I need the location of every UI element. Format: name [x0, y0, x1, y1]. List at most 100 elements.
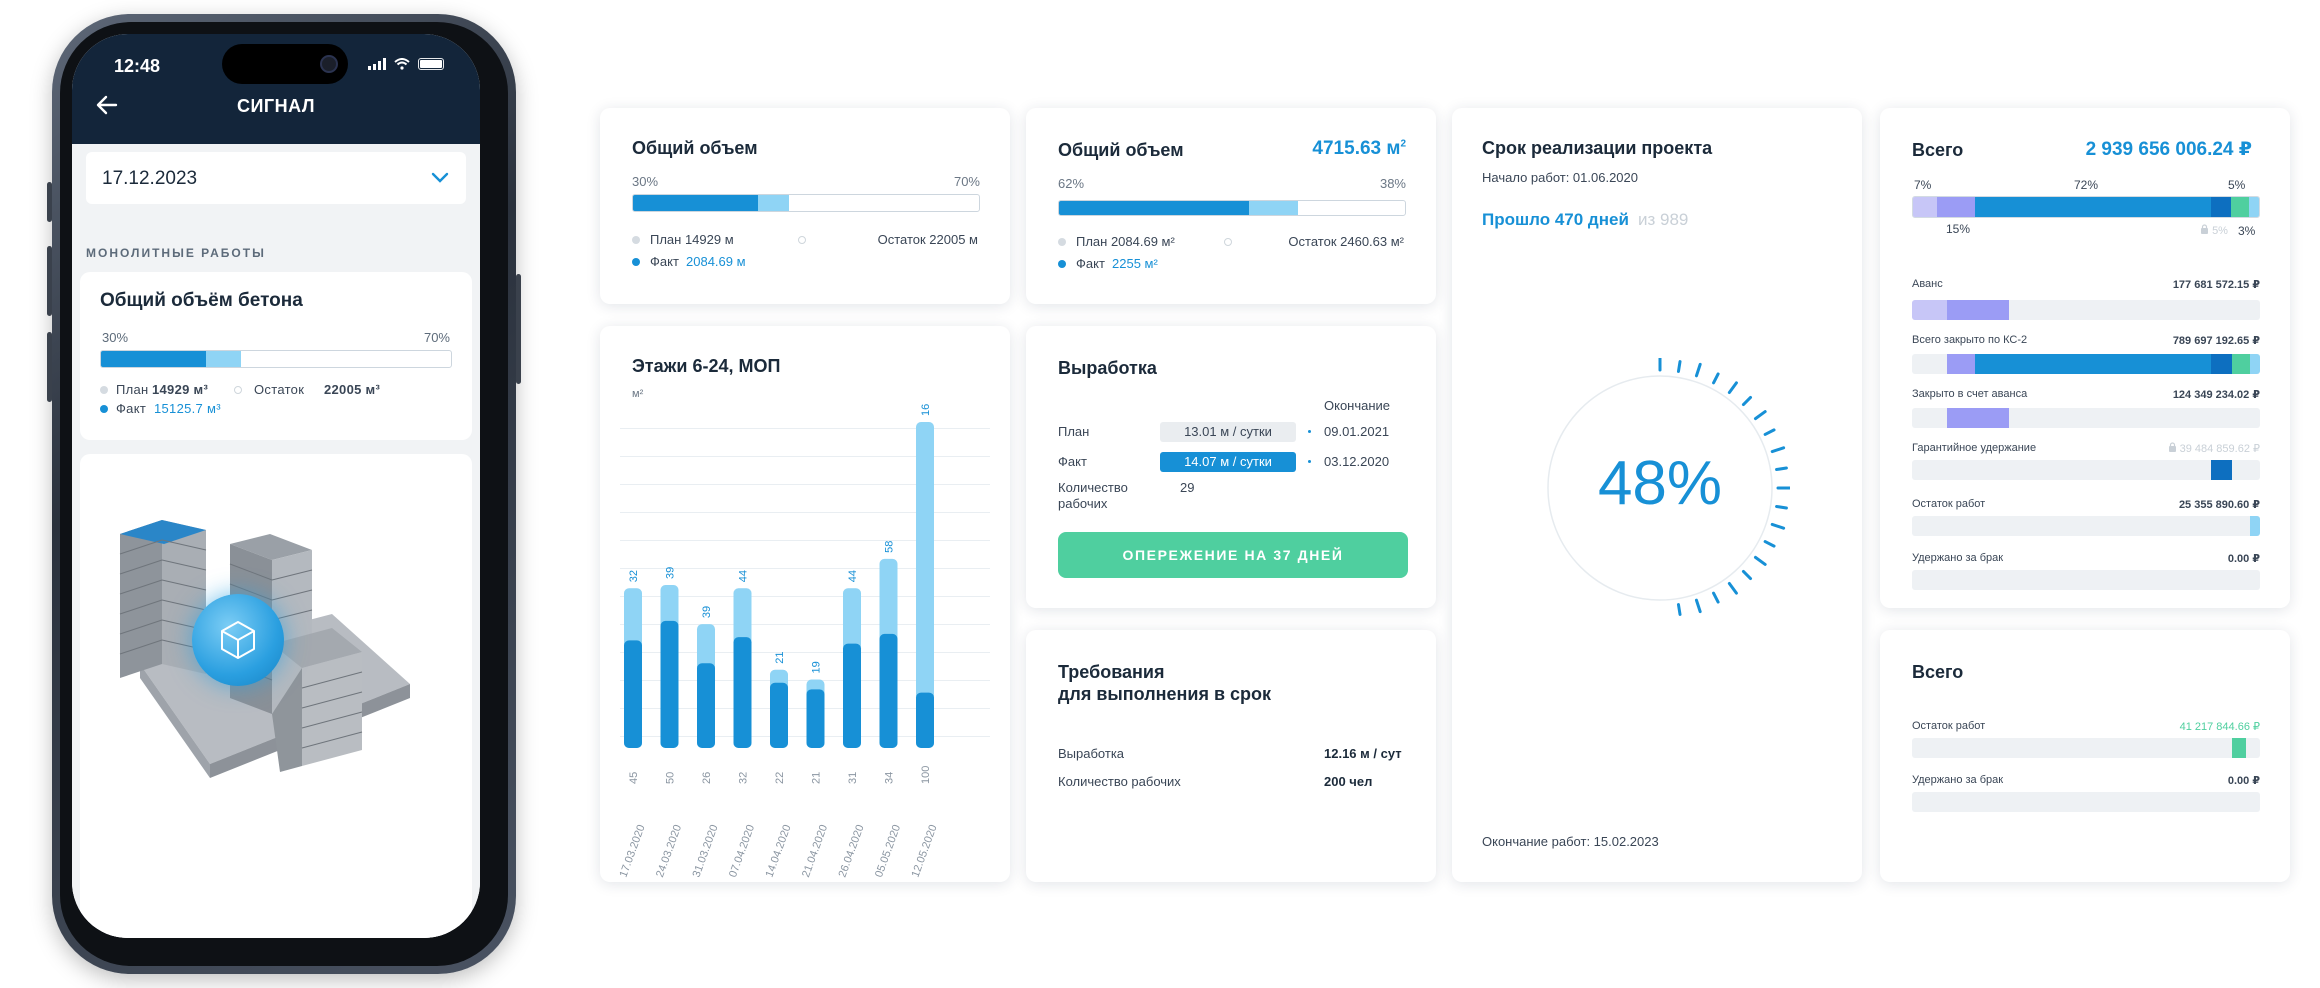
lock-icon	[2201, 224, 2208, 234]
3d-view-button[interactable]	[192, 594, 284, 686]
building-3d-model[interactable]	[80, 454, 472, 938]
floors-bar-chart: 32 45 17.03.2020 39 50 24.03.2020 39 26 31.03.20…	[618, 404, 940, 879]
date-select[interactable]: 17.12.2023	[86, 152, 466, 204]
req-workers-label: Количество рабочих	[1058, 774, 1181, 789]
x-tick-label: 12.05.2020	[910, 823, 940, 879]
dial-tick	[1763, 428, 1776, 436]
finance-total-card[interactable]: Всего 2 939 656 006.24 ₽ 7% 72% 5% 15% 5…	[1880, 108, 2290, 608]
floors-chart-card[interactable]: Этажи 6-24, МОП м² 32 45 17.03.2020 39 50 24.…	[600, 326, 1010, 882]
finance-total-card-2[interactable]: Всего Остаток работ 41 217 844.66 ₽ Удер…	[1880, 630, 2290, 882]
card-title: Выработка	[1058, 358, 1157, 378]
chart-gridline	[620, 708, 990, 709]
remain-label: Остаток	[254, 382, 305, 397]
bar-secondary-label: 32	[738, 772, 750, 784]
bar-secondary-label: 21	[811, 772, 823, 784]
plan-dot	[1058, 238, 1066, 246]
fact-date: 03.12.2020	[1324, 454, 1390, 469]
row-label: Гарантийное удержание	[1912, 442, 2037, 454]
bar-fact	[916, 692, 934, 748]
row-value: 25 355 890.60 ₽	[2178, 499, 2260, 511]
phone-screen: 12:48 СИГНАЛ 17.12.2023 МОНОЛИТНЫЕ РАБОТ…	[72, 34, 480, 938]
cube-icon	[221, 621, 255, 659]
app-header: 12:48 СИГНАЛ	[72, 34, 480, 144]
total-value: 2 939 656 006.24 ₽	[2085, 139, 2252, 160]
x-tick-label: 21.04.2020	[800, 823, 830, 879]
dial-tick	[1727, 381, 1738, 395]
unit-label: м²	[632, 388, 644, 400]
bar-fact	[624, 640, 642, 748]
row-value: 39 484 859.62 ₽	[2168, 442, 2260, 455]
back-arrow-icon[interactable]	[94, 92, 120, 118]
fact-value: 2255 м²	[1112, 256, 1158, 271]
project-term-card[interactable]: Срок реализации проекта Начало работ: 01…	[1452, 108, 1862, 882]
row-value: 124 349 234.02 ₽	[2172, 389, 2260, 401]
row-label: Аванс	[1912, 278, 1943, 290]
requirements-card[interactable]: Требования для выполнения в срок Выработ…	[1026, 630, 1436, 882]
card-title: Срок реализации проекта	[1482, 138, 1713, 158]
battery-icon	[418, 58, 444, 70]
fact-dot	[100, 405, 108, 413]
dial-tick	[1712, 372, 1720, 385]
dial-tick	[1770, 446, 1786, 454]
plan-rate: 13.01 м / сутки	[1160, 422, 1296, 442]
remain-dot	[234, 386, 242, 394]
remaining-works-bar	[1912, 738, 2260, 758]
section-label: МОНОЛИТНЫЕ РАБОТЫ	[86, 246, 266, 260]
plan-dot	[632, 236, 640, 244]
right-percent: 70%	[423, 330, 450, 345]
total-volume-card[interactable]: Общий объем 30% 70% План 14929 м Остаток…	[600, 108, 1010, 304]
phone-mockup: 12:48 СИГНАЛ 17.12.2023 МОНОЛИТНЫЕ РАБОТ…	[47, 14, 521, 974]
chart-gridline	[620, 540, 990, 541]
progress-bar	[1058, 200, 1406, 216]
remain-dot	[798, 236, 806, 244]
remain-text: Остаток 22005 м	[877, 232, 978, 247]
bar-secondary-label: 100	[920, 766, 932, 784]
x-tick-label: 26.04.2020	[837, 823, 867, 879]
remain-value: 22005 м³	[324, 382, 381, 397]
dial-tick	[1741, 569, 1753, 581]
bar-secondary-label: 50	[665, 772, 677, 784]
bar-fact	[843, 643, 861, 748]
total-volume-card-2[interactable]: Общий объем 4715.63 м2 62% 38% План 2084…	[1026, 108, 1436, 304]
fact-label: Факт	[1076, 256, 1105, 271]
dial-tick	[1694, 598, 1702, 614]
chart-gridline	[620, 652, 990, 653]
total-value: 4715.63 м2	[1312, 138, 1406, 159]
date-value: 17.12.2023	[102, 168, 198, 189]
dial-tick	[1727, 581, 1738, 595]
x-tick-label: 17.03.2020	[618, 823, 648, 879]
left-percent: 30%	[632, 174, 659, 189]
end-header: Окончание	[1324, 398, 1391, 413]
card-title-line-2: для выполнения в срок	[1058, 684, 1272, 704]
bar-fact	[770, 682, 788, 748]
workers-value: 29	[1180, 480, 1195, 495]
bar-secondary-label: 45	[628, 772, 640, 784]
plan-value: 14929 м³	[152, 382, 209, 397]
warranty-bar	[1912, 460, 2260, 480]
remaining-works-bar	[1912, 516, 2260, 536]
dial-tick	[1753, 555, 1767, 566]
output-card[interactable]: Выработка Окончание План 13.01 м / сутки…	[1026, 326, 1436, 608]
dial-tick	[1753, 410, 1767, 421]
dial-tick	[1676, 603, 1682, 616]
seg-label-5: 5%	[2228, 178, 2246, 192]
bar-value-label: 44	[738, 570, 750, 582]
row-label: Удержано за брак	[1912, 774, 2004, 786]
fact-label: Факт	[1058, 454, 1087, 469]
x-tick-label: 24.03.2020	[654, 823, 684, 879]
status-time: 12:48	[114, 56, 161, 76]
bar-value-label: 21	[774, 652, 786, 664]
req-output-label: Выработка	[1058, 746, 1125, 761]
building-illustration	[119, 520, 410, 778]
chart-gridline	[620, 484, 990, 485]
fact-dot	[632, 258, 640, 266]
bar-fact	[660, 620, 679, 748]
concrete-volume-card[interactable]: Общий объём бетона 30% 70% План 14929 м³…	[80, 272, 472, 440]
ahead-of-schedule-button[interactable]: ОПЕРЕЖЕНИЕ НА 37 ДНЕЙ	[1058, 532, 1408, 578]
row-value: 789 697 192.65 ₽	[2172, 335, 2260, 347]
end-date: Окончание работ: 15.02.2023	[1482, 834, 1659, 849]
right-percent: 38%	[1379, 176, 1406, 191]
dial-tick	[1712, 591, 1720, 604]
start-date: Начало работ: 01.06.2020	[1482, 170, 1638, 185]
bar-value-label: 44	[847, 570, 859, 582]
